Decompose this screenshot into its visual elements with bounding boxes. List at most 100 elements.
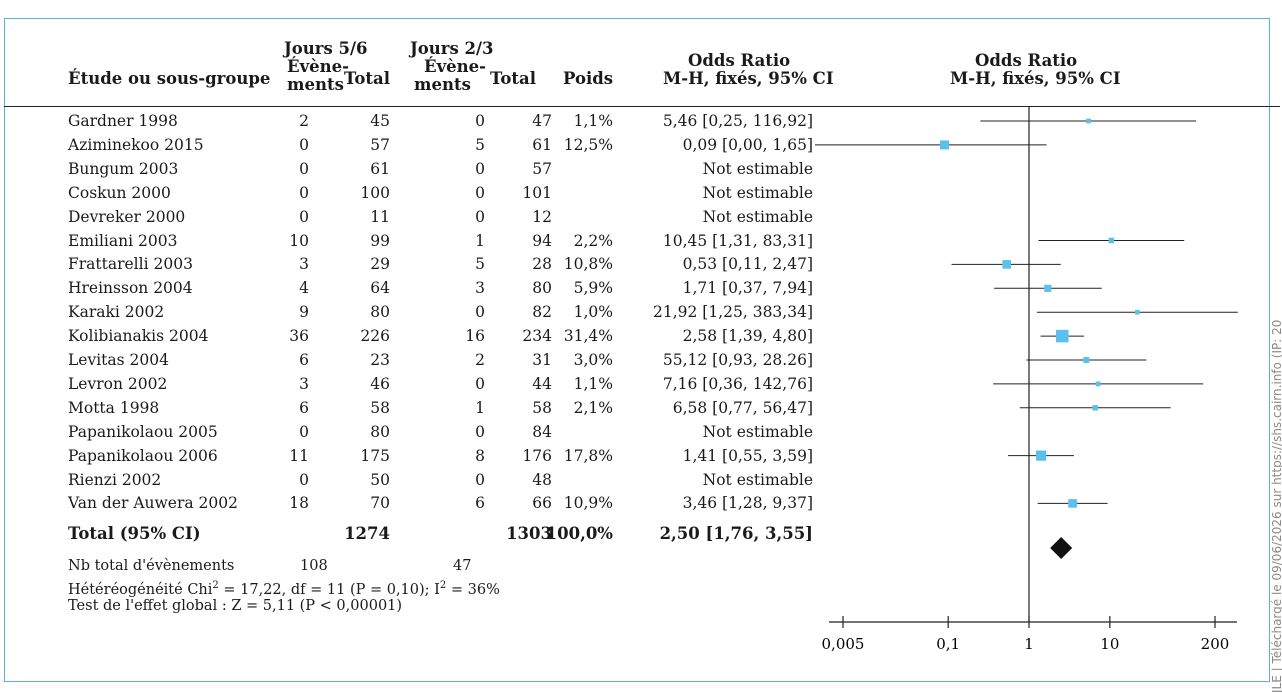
study-e1: 0 xyxy=(299,207,309,226)
total-t2: 1303 xyxy=(506,524,552,543)
study-e1: 11 xyxy=(289,446,309,465)
study-e1: 0 xyxy=(299,135,309,154)
effect-square xyxy=(1068,499,1077,508)
study-t2: 57 xyxy=(532,159,552,178)
study-name: Frattarelli 2003 xyxy=(68,255,193,274)
study-e2: 5 xyxy=(475,135,485,154)
heterogeneity-text: Hétéréogénéité Chi2 = 17,22, df = 11 (P … xyxy=(68,576,500,600)
study-w: 2,2% xyxy=(573,231,613,250)
heterogeneity-part-a: Hétéréogénéité Chi xyxy=(68,581,213,598)
x-tick-label: 200 xyxy=(1201,635,1230,653)
study-row: Kolibianakis 2004 36 226 16 234 31,4% 2,58 [1,… xyxy=(0,324,830,348)
header-events2-b: ments xyxy=(414,75,471,94)
study-w: 31,4% xyxy=(563,327,613,346)
figure-frame xyxy=(4,18,1270,682)
study-e1: 18 xyxy=(289,494,309,513)
study-w: 5,9% xyxy=(573,279,613,298)
study-name: Motta 1998 xyxy=(68,398,160,417)
header-events1-b: ments xyxy=(287,75,344,94)
study-ci: Not estimable xyxy=(702,422,813,441)
study-ci: 10,45 [1,31, 83,31] xyxy=(662,231,813,250)
study-e2: 16 xyxy=(465,327,485,346)
total-row: Total (95% CI) 1274 1303 100,0% 2,50 [1,… xyxy=(0,522,830,546)
study-t2: 28 xyxy=(532,255,552,274)
study-t2: 176 xyxy=(522,446,552,465)
study-t1: 29 xyxy=(370,255,390,274)
study-ci: 21,92 [1,25, 383,34] xyxy=(653,303,813,322)
total-ci: 2,50 [1,76, 3,55] xyxy=(659,524,813,543)
effect-square xyxy=(1135,309,1140,315)
study-w: 2,1% xyxy=(573,398,613,417)
events-total-2: 47 xyxy=(453,558,472,574)
header-or-title: Odds Ratio xyxy=(688,51,791,70)
study-t2: 48 xyxy=(532,470,552,489)
study-row: Hreinsson 2004 4 64 3 80 5,9% 1,71 [0,37, 7,94… xyxy=(0,276,830,300)
study-t1: 57 xyxy=(370,135,390,154)
study-t2: 66 xyxy=(532,494,552,513)
study-name: Devreker 2000 xyxy=(68,207,186,226)
study-t2: 44 xyxy=(532,374,552,393)
effect-square xyxy=(939,140,949,150)
study-row: Coskun 2000 0 100 0 101 Not estimable xyxy=(0,181,830,205)
study-ci: Not estimable xyxy=(702,159,813,178)
study-name: Kolibianakis 2004 xyxy=(68,327,209,346)
study-e1: 9 xyxy=(299,303,309,322)
study-row: Van der Auwera 2002 18 70 6 66 10,9% 3,46 [1,2… xyxy=(0,491,830,515)
study-w: 1,1% xyxy=(573,374,613,393)
study-e1: 0 xyxy=(299,159,309,178)
study-ci: 1,71 [0,37, 7,94] xyxy=(682,279,813,298)
study-w: 10,8% xyxy=(563,255,613,274)
events-total-label: Nb total d'évènements xyxy=(68,558,235,574)
effect-square xyxy=(1108,237,1115,244)
study-e2: 1 xyxy=(475,231,485,250)
study-name: Rienzi 2002 xyxy=(68,470,162,489)
study-row: Karaki 2002 9 80 0 82 1,0% 21,92 [1,25, 383,34… xyxy=(0,300,830,324)
x-tick-label: 10 xyxy=(1100,635,1119,653)
study-ci: Not estimable xyxy=(702,207,813,226)
study-t2: 80 xyxy=(532,279,552,298)
study-e2: 0 xyxy=(475,183,485,202)
study-w: 3,0% xyxy=(573,351,613,369)
study-e1: 6 xyxy=(299,398,309,417)
study-name: Levron 2002 xyxy=(68,374,168,393)
effect-square xyxy=(1083,357,1090,363)
study-row: Levitas 2004 6 23 2 31 3,0% 55,12 [0,93, 28.26… xyxy=(0,348,830,372)
study-t2: 101 xyxy=(522,183,552,202)
study-e1: 10 xyxy=(289,231,309,250)
study-e1: 4 xyxy=(299,279,309,298)
study-t2: 47 xyxy=(532,112,552,130)
study-ci: 0,53 [0,11, 2,47] xyxy=(682,255,813,274)
study-row: Frattarelli 2003 3 29 5 28 10,8% 0,53 [0,11, 2… xyxy=(0,252,830,276)
study-ci: 0,09 [0,00, 1,65] xyxy=(682,135,813,154)
study-e1: 0 xyxy=(299,422,309,441)
study-t1: 11 xyxy=(370,207,390,226)
study-t1: 50 xyxy=(370,470,390,489)
study-name: Papanikolaou 2006 xyxy=(68,446,218,465)
study-row: Levron 2002 3 46 0 44 1,1% 7,16 [0,36, 142,76] xyxy=(0,372,830,396)
study-name: Hreinsson 2004 xyxy=(68,279,193,298)
study-e2: 3 xyxy=(475,279,485,298)
study-t1: 175 xyxy=(360,446,390,465)
effect-square xyxy=(1092,405,1098,411)
study-e2: 0 xyxy=(475,374,485,393)
total-label: Total (95% CI) xyxy=(68,524,201,543)
study-row: Rienzi 2002 0 50 0 48 Not estimable xyxy=(0,468,830,492)
effect-square xyxy=(1095,381,1101,387)
study-e2: 8 xyxy=(475,446,485,465)
plot-header-method: M-H, fixés, 95% CI xyxy=(950,69,1121,88)
header-or-method: M-H, fixés, 95% CI xyxy=(663,69,834,88)
study-e2: 0 xyxy=(475,470,485,489)
study-row: Devreker 2000 0 11 0 12 Not estimable xyxy=(0,205,830,229)
study-row: Emiliani 2003 10 99 1 94 2,2% 10,45 [1,31, 83,… xyxy=(0,229,830,253)
study-row: Gardner 1998 2 45 0 47 1,1% 5,46 [0,25, 116,92… xyxy=(0,109,830,133)
study-e2: 2 xyxy=(475,351,485,369)
study-w: 1,1% xyxy=(573,112,613,130)
study-ci: 7,16 [0,36, 142,76] xyxy=(662,374,813,393)
study-e1: 0 xyxy=(299,470,309,489)
study-t1: 99 xyxy=(370,231,390,250)
study-e2: 0 xyxy=(475,303,485,322)
x-tick-label: 1 xyxy=(1024,635,1034,653)
study-t2: 94 xyxy=(532,231,552,250)
header-total1: Total xyxy=(344,69,390,88)
